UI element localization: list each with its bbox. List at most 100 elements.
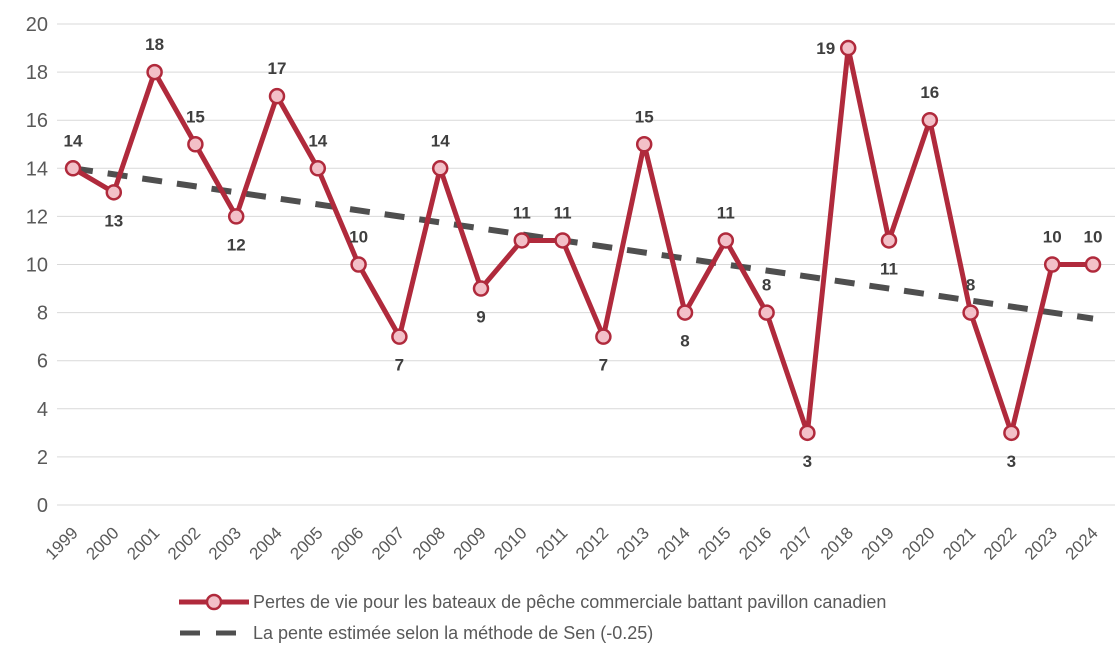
data-point-label: 14: [431, 131, 450, 150]
data-point-label: 15: [635, 107, 654, 126]
x-axis-tick-label: 2004: [246, 523, 286, 563]
x-axis-tick-label: 2023: [1021, 523, 1061, 563]
data-point-label: 3: [803, 452, 812, 471]
x-axis-tick-label: 2003: [205, 523, 245, 563]
data-point-marker: [758, 304, 775, 321]
data-point-marker: [921, 111, 939, 129]
data-point-label: 9: [476, 308, 485, 327]
data-point-marker: [595, 328, 612, 345]
data-point-marker: [799, 424, 816, 442]
data-point-label: 12: [227, 235, 246, 254]
legend-label-series: Pertes de vie pour les bateaux de pêche …: [253, 592, 887, 612]
data-point-marker: [187, 136, 204, 153]
y-axis-tick-label: 2: [37, 447, 48, 469]
y-axis-tick-label: 14: [26, 158, 48, 180]
y-axis-tick-label: 16: [26, 110, 48, 132]
x-axis-tick-label: 2007: [368, 523, 408, 563]
data-point-label: 10: [1043, 228, 1062, 247]
y-axis-tick-label: 6: [37, 351, 48, 373]
data-point-label: 7: [395, 356, 404, 375]
x-axis-tick-label: 2009: [450, 523, 490, 563]
data-point-marker: [880, 232, 898, 249]
data-point-marker: [391, 328, 408, 345]
sen-trend-line: [72, 165, 1094, 322]
data-point-marker: [472, 280, 490, 297]
data-point-marker: [309, 160, 327, 177]
data-point-label: 17: [268, 59, 287, 78]
trend-line-swatch: [180, 630, 240, 636]
x-axis-tick-label: 2006: [327, 523, 367, 563]
data-point-marker: [1084, 256, 1102, 273]
data-point-marker: [431, 160, 449, 177]
data-point-marker: [839, 39, 857, 57]
data-point-marker: [268, 87, 286, 105]
data-point-label: 11: [554, 203, 572, 222]
x-axis-tick-label: 2020: [898, 523, 938, 563]
data-point-label: 19: [816, 39, 835, 58]
data-point-label: 11: [513, 203, 531, 222]
series-polyline: [70, 45, 1096, 436]
chart-legend: Pertes de vie pour les bateaux de pêche …: [178, 591, 1119, 644]
series-line-swatch: [179, 593, 249, 611]
data-point-label: 8: [966, 276, 975, 295]
data-point-marker: [350, 256, 367, 273]
data-point-label: 14: [308, 131, 327, 150]
x-axis-tick-label: 2013: [613, 523, 653, 563]
data-point-marker: [676, 304, 694, 321]
data-point-marker: [635, 136, 653, 153]
x-axis-tick-label: 2008: [409, 523, 449, 563]
x-axis-tick-label: 2024: [1062, 523, 1102, 563]
x-axis-tick-label: 2022: [980, 523, 1020, 563]
data-point-label: 13: [104, 211, 123, 230]
x-axis-tick-label: 2017: [776, 523, 816, 563]
data-point-marker: [64, 160, 82, 177]
legend-label-trend: La pente estimée selon la méthode de Sen…: [253, 623, 654, 643]
data-point-marker: [513, 232, 531, 249]
x-axis-tick-label: 2010: [490, 523, 530, 563]
x-axis-tick-label: 2014: [654, 523, 694, 563]
y-axis-tick-label: 4: [37, 399, 48, 421]
data-point-marker: [1003, 424, 1020, 442]
x-axis-tick-label: 2005: [286, 523, 326, 563]
data-point-marker: [146, 63, 163, 81]
data-point-label: 10: [349, 228, 368, 247]
data-point-label: 8: [762, 276, 771, 295]
x-axis-tick-label: 2000: [82, 523, 122, 563]
x-axis-tick-label: 2019: [858, 523, 898, 563]
x-axis-tick-label: 2002: [164, 523, 204, 563]
data-point-label: 11: [717, 203, 735, 222]
x-axis-tick-label: 2015: [694, 523, 734, 563]
y-axis-tick-label: 20: [26, 14, 48, 36]
x-axis-tick-label: 2001: [123, 523, 163, 563]
data-point-label: 16: [920, 83, 939, 102]
data-point-label: 15: [186, 107, 205, 126]
data-point-label: 18: [145, 35, 164, 54]
data-point-marker: [962, 304, 979, 321]
data-point-marker: [227, 208, 245, 225]
x-axis-tick-label: 2021: [939, 523, 979, 563]
data-point-label: 10: [1084, 228, 1103, 247]
data-point-label: 7: [599, 356, 608, 375]
x-axis-tick-label: 2011: [532, 523, 571, 562]
x-axis-tick-label: 1999: [42, 523, 82, 563]
y-axis-tick-label: 8: [37, 303, 48, 325]
legend-item-trend: La pente estimée selon la méthode de Sen…: [178, 622, 1119, 644]
data-point-marker: [1043, 256, 1061, 273]
x-axis-tick-label: 2012: [572, 523, 612, 563]
data-point-label: 8: [680, 332, 689, 351]
y-axis-tick-label: 0: [37, 495, 48, 517]
data-point-marker: [554, 232, 571, 249]
data-point-label: 14: [64, 131, 83, 150]
x-axis-tick-label: 2016: [735, 523, 775, 563]
data-point-marker: [717, 232, 735, 249]
data-point-marker: [105, 184, 123, 201]
y-axis-tick-label: 18: [26, 62, 48, 84]
y-axis-tick-label: 12: [26, 206, 48, 228]
x-axis-tick-label: 2018: [817, 523, 857, 563]
y-axis-tick-label: 10: [26, 255, 48, 277]
legend-item-series: Pertes de vie pour les bateaux de pêche …: [178, 591, 1119, 613]
data-point-label: 3: [1007, 452, 1016, 471]
data-point-label: 11: [880, 259, 898, 278]
